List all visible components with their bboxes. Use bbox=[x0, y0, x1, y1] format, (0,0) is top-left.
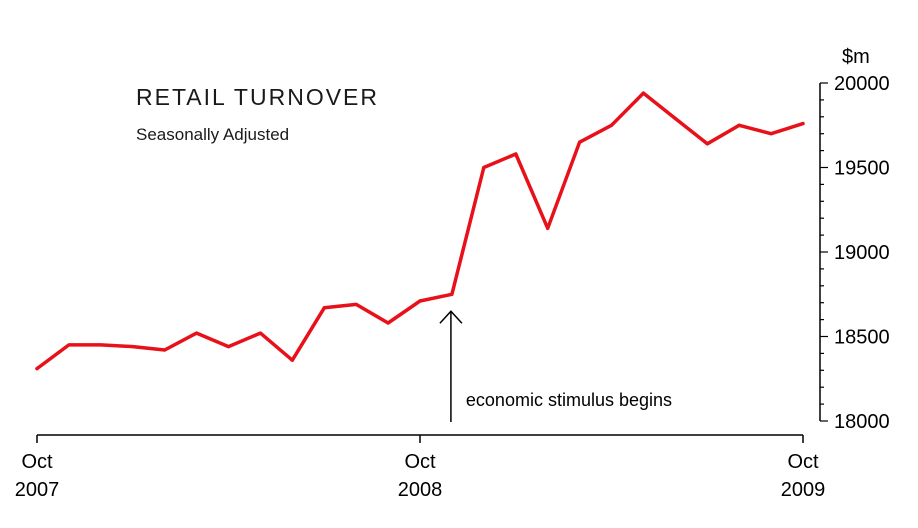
data-point bbox=[290, 358, 294, 362]
data-point bbox=[67, 343, 71, 347]
data-point bbox=[35, 367, 39, 371]
data-point bbox=[194, 331, 199, 335]
series-layer bbox=[35, 91, 805, 371]
y-tick-label: 20000 bbox=[834, 73, 890, 95]
annotation-layer: economic stimulus begins bbox=[439, 310, 672, 422]
data-point bbox=[801, 121, 805, 126]
annotation-label: economic stimulus begins bbox=[466, 390, 672, 410]
data-point bbox=[609, 123, 614, 127]
x-tick-label: Oct bbox=[21, 451, 53, 473]
y-axis-unit: $m bbox=[842, 46, 870, 68]
data-point bbox=[450, 292, 454, 296]
x-axis: Oct 2007 Oct 2008 Oct 2009 bbox=[15, 434, 826, 501]
data-point bbox=[131, 345, 135, 349]
data-point bbox=[418, 299, 422, 303]
data-point bbox=[546, 226, 550, 230]
chart-subtitle: Seasonally Adjusted bbox=[136, 125, 289, 144]
data-point bbox=[99, 343, 103, 347]
data-point bbox=[354, 302, 358, 306]
data-point bbox=[163, 348, 167, 352]
chart-title: RETAIL TURNOVER bbox=[136, 84, 379, 110]
data-point bbox=[226, 345, 231, 349]
data-point bbox=[577, 140, 582, 144]
data-point bbox=[482, 165, 486, 170]
data-point bbox=[514, 152, 518, 156]
data-point bbox=[769, 132, 773, 136]
annotation-arrow-head bbox=[439, 310, 463, 324]
data-point bbox=[641, 91, 646, 95]
data-point bbox=[673, 116, 677, 121]
y-tick-label: 19000 bbox=[834, 242, 890, 264]
y-axis: 18000 18500 19000 19500 20000 bbox=[819, 73, 890, 433]
x-tick-label: Oct bbox=[787, 451, 819, 473]
y-tick-label: 18000 bbox=[834, 411, 890, 433]
x-tick-label: Oct bbox=[404, 451, 436, 473]
x-tick-label: 2007 bbox=[15, 479, 60, 501]
y-tick-label: 18500 bbox=[834, 327, 890, 349]
data-point bbox=[322, 306, 326, 310]
data-point bbox=[258, 331, 263, 335]
y-tick-label: 19500 bbox=[834, 158, 890, 180]
x-tick-label: 2009 bbox=[781, 479, 826, 501]
data-point bbox=[737, 123, 741, 127]
x-tick-label: 2008 bbox=[398, 479, 443, 501]
data-point bbox=[705, 142, 709, 146]
data-point bbox=[386, 321, 390, 325]
